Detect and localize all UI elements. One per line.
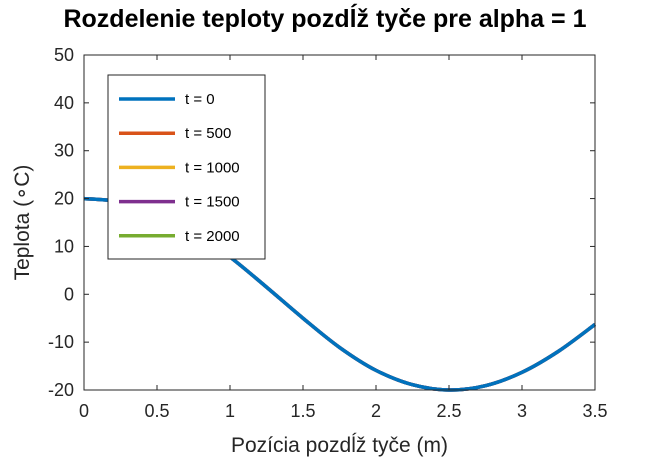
x-ticks: 0 0.5 1 1.5 2 2.5 3 3.5: [79, 55, 608, 421]
legend-label-3: t = 1000: [185, 159, 240, 176]
y-tick-label: 40: [54, 93, 74, 113]
y-tick-label: -10: [48, 332, 74, 352]
x-tick-label: 1: [225, 401, 235, 421]
legend-label-5: t = 2000: [185, 228, 240, 245]
x-tick-label: 0: [79, 401, 89, 421]
legend: t = 0 t = 500 t = 1000 t = 1500 t = 2000: [107, 74, 266, 260]
x-tick-label: 0.5: [144, 401, 169, 421]
y-tick-label: 30: [54, 141, 74, 161]
axes: [83, 54, 596, 391]
axes-box: [83, 54, 596, 391]
y-tick-label: 50: [54, 45, 74, 65]
y-tick-label: -20: [48, 380, 74, 400]
x-tick-label: 1.5: [290, 401, 315, 421]
y-tick-label: 0: [64, 284, 74, 304]
x-tick-label: 2: [371, 401, 381, 421]
y-ticks: 50 40 30 20 10 0 -10 -20: [48, 45, 595, 400]
x-axis-label: Pozícia pozdĺž tyče (m): [231, 433, 448, 457]
chart-title: Rozdelenie teploty pozdĺž tyče pre alpha…: [63, 3, 586, 33]
y-axis-label: Teplota (∘C): [11, 165, 34, 281]
x-tick-label: 2.5: [436, 401, 461, 421]
legend-label-4: t = 1500: [185, 194, 240, 211]
x-tick-label: 3: [517, 401, 527, 421]
x-tick-label: 3.5: [582, 401, 607, 421]
legend-label-2: t = 500: [185, 125, 231, 142]
legend-label-1: t = 0: [185, 91, 215, 108]
y-tick-label: 10: [54, 236, 74, 256]
y-tick-label: 20: [54, 189, 74, 209]
